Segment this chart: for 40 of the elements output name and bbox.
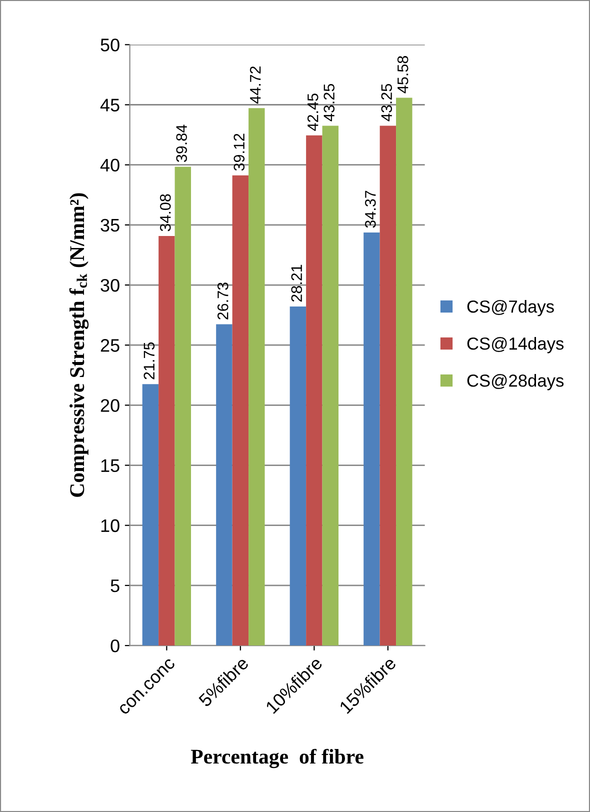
bar: [380, 126, 396, 646]
bar: [248, 108, 265, 646]
y-tick-label: 25: [100, 339, 120, 352]
y-tick-label: 45: [100, 98, 120, 112]
y-axis-title: Compressive Strength f$_{ck}$ (N/mm²): [69, 193, 89, 497]
y-tick-label: 35: [100, 218, 120, 232]
legend-label: CS@28days: [467, 374, 564, 390]
data-label: 39.84: [176, 124, 187, 162]
y-tick-label: 40: [100, 158, 120, 172]
bar: [142, 384, 159, 646]
bar: [364, 232, 380, 646]
data-label: 34.08: [160, 194, 171, 232]
legend-label: CS@7days: [467, 300, 554, 316]
data-label: 26.73: [217, 282, 228, 320]
bar: [216, 324, 232, 646]
legend-label: CS@14days: [467, 337, 564, 354]
data-label: 21.75: [144, 342, 155, 380]
data-label: 28.21: [291, 264, 302, 302]
bar: [322, 126, 339, 646]
y-tick-label: 30: [100, 278, 120, 292]
data-label: 34.37: [364, 190, 376, 228]
bar: [232, 175, 249, 646]
y-tick-label: 0: [110, 639, 120, 652]
y-tick-label: 20: [100, 399, 120, 412]
data-label: 44.72: [250, 66, 261, 104]
data-label: 45.58: [397, 56, 408, 94]
bar: [396, 98, 412, 646]
data-label: 42.45: [307, 94, 318, 131]
bar: [158, 236, 175, 646]
y-tick-label: 50: [100, 38, 120, 52]
data-label: 43.25: [381, 84, 392, 122]
y-tick-label: 5: [110, 580, 120, 592]
y-tick-label: 10: [101, 519, 120, 532]
y-tick-label: 15: [101, 459, 120, 472]
bar: [306, 135, 322, 646]
bar: [174, 166, 192, 646]
data-label: 39.12: [234, 134, 245, 171]
bar: [290, 306, 306, 646]
data-label: 43.25: [324, 84, 334, 122]
x-axis-title: Percentage of fibre: [190, 748, 364, 768]
